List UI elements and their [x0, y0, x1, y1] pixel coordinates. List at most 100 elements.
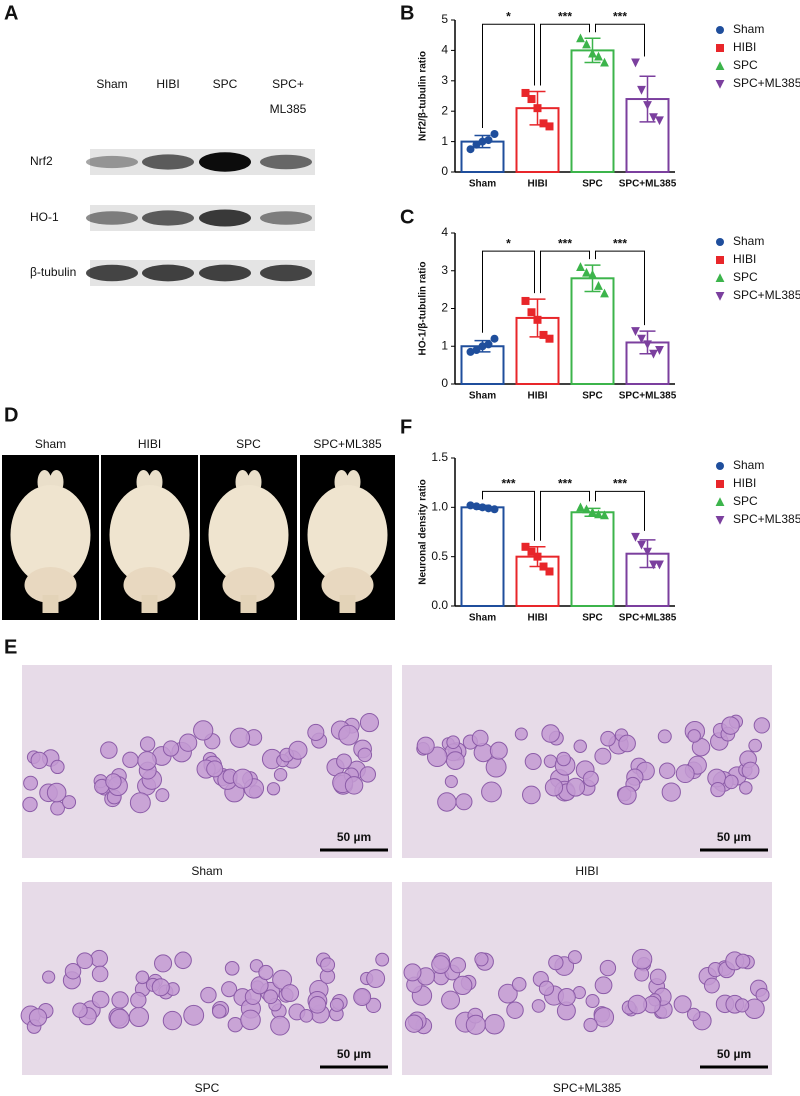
neuron [155, 788, 170, 803]
neuron [178, 733, 198, 752]
neuron [735, 953, 751, 969]
x-tick-label: Sham [469, 179, 496, 190]
neuron [548, 954, 564, 971]
data-point [533, 552, 542, 561]
neuron [336, 753, 352, 770]
neuron [139, 736, 156, 752]
data-point [472, 140, 481, 149]
neuron [212, 1004, 227, 1019]
micrograph-caption: SPC [195, 1081, 220, 1095]
neuron [308, 995, 327, 1014]
scale-bar-label: 50 µm [717, 1047, 751, 1061]
data-point [631, 327, 640, 336]
neuron [627, 994, 648, 1015]
significance-label: * [506, 236, 511, 250]
neuron [583, 1017, 598, 1033]
legend-marker [715, 273, 725, 282]
neuron [741, 761, 760, 780]
blot-column-label: HIBI [156, 77, 179, 91]
data-point [631, 58, 640, 68]
legend-label: HIBI [733, 40, 756, 54]
neuron [266, 782, 281, 796]
neuron [541, 724, 560, 743]
neuron [344, 776, 364, 795]
neuron [566, 777, 586, 797]
neuron [594, 747, 612, 765]
neuron [288, 740, 308, 760]
neuron [91, 990, 110, 1009]
neuron [573, 739, 587, 753]
neuron [582, 770, 599, 787]
data-point [631, 532, 640, 542]
y-axis-label: Neuronal density ratio [418, 479, 429, 585]
x-tick-label: HIBI [528, 179, 548, 190]
data-point [545, 334, 554, 343]
blot-band [260, 154, 312, 170]
neuron [484, 1014, 505, 1035]
brain-cortex [10, 485, 91, 585]
data-point [637, 540, 646, 550]
neuron [307, 723, 325, 742]
neuron [661, 782, 681, 802]
neuron [359, 766, 376, 783]
panel-label: A [4, 2, 18, 24]
neuron [617, 785, 637, 805]
legend-label: SPC+ML385 [733, 76, 800, 90]
neuron [721, 716, 740, 735]
scale-bar-label: 50 µm [337, 1047, 371, 1061]
data-point [484, 504, 493, 513]
significance-label: *** [501, 477, 515, 491]
data-point [466, 145, 475, 154]
legend-marker [715, 516, 725, 525]
neuron [137, 751, 157, 771]
bar [570, 49, 615, 173]
neuron [105, 773, 122, 790]
neuron [109, 1008, 130, 1029]
data-point [576, 502, 585, 512]
neuron [431, 955, 451, 974]
neuron [599, 959, 617, 977]
bar [460, 506, 505, 608]
significance-label: *** [558, 236, 572, 250]
neuron [90, 949, 109, 968]
panel-label: B [400, 2, 414, 24]
neuron [375, 952, 390, 967]
neuron [403, 963, 422, 982]
data-point [594, 281, 603, 290]
blot-band [199, 264, 251, 282]
neuron [449, 957, 467, 974]
neuron [129, 792, 151, 814]
neuron [657, 729, 672, 744]
legend-label: SPC+ML385 [733, 288, 800, 302]
neuron [538, 980, 555, 996]
y-tick-label: 0.5 [431, 549, 448, 563]
data-point [484, 340, 493, 349]
blot-band [86, 211, 138, 225]
blot-column-label: SPC [213, 77, 238, 91]
data-point [490, 334, 499, 343]
neuron [441, 990, 461, 1010]
legend-label: SPC [733, 270, 758, 284]
neuron [224, 960, 240, 976]
neuron [111, 991, 129, 1009]
neuron [735, 998, 750, 1013]
y-axis-label: HO-1/β-tubulin ratio [418, 262, 429, 356]
blot-band [142, 264, 194, 282]
data-point [539, 330, 548, 339]
neuron [675, 764, 695, 784]
data-point [545, 567, 554, 576]
data-point [600, 510, 609, 520]
significance-bracket [482, 250, 535, 333]
blot-column-label: ML385 [270, 102, 307, 116]
brain-cortex [307, 485, 388, 585]
data-point [582, 39, 591, 49]
data-point [649, 560, 658, 570]
neuron [658, 762, 676, 779]
neuron [162, 740, 180, 757]
blot-column-label: Sham [96, 77, 127, 91]
y-tick-label: 4 [441, 43, 448, 57]
neuron [365, 997, 382, 1014]
legend-label: Sham [733, 458, 764, 472]
data-point [521, 88, 530, 97]
